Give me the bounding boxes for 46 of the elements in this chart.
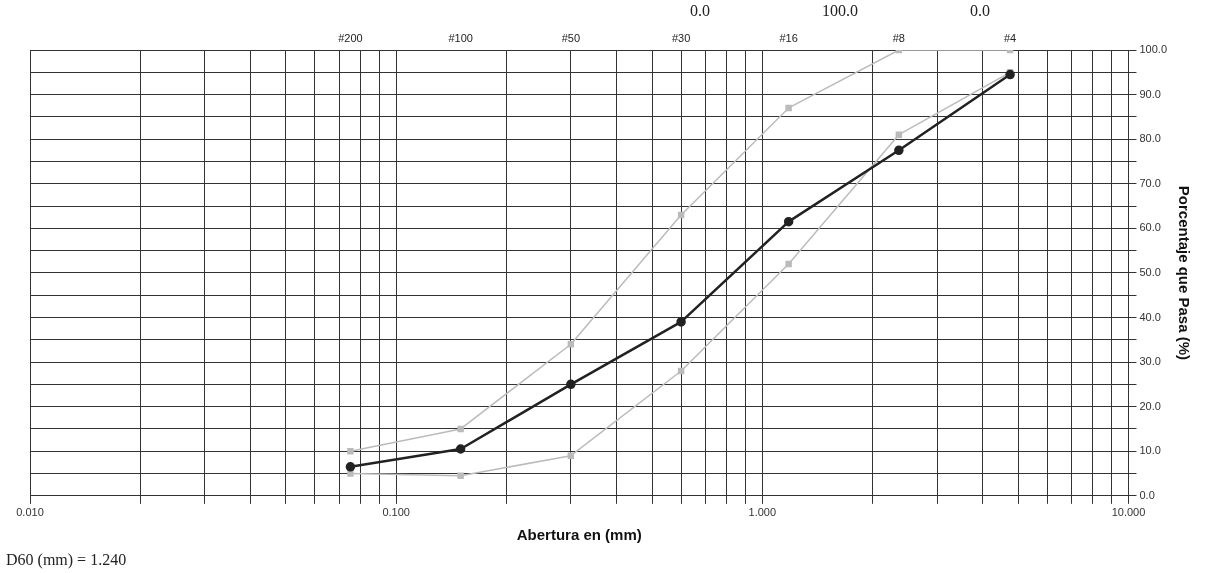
text: #200 bbox=[338, 31, 363, 44]
x-axis-title: Abertura en (mm) bbox=[516, 526, 642, 544]
point bbox=[347, 448, 354, 455]
text: #4 bbox=[1003, 31, 1017, 44]
point bbox=[895, 131, 903, 138]
text: #8 bbox=[892, 31, 905, 44]
y-tick-label: 90.0 bbox=[1139, 87, 1161, 100]
point bbox=[566, 379, 576, 390]
point bbox=[567, 452, 575, 459]
point bbox=[457, 425, 464, 433]
y-tick-label: 40.0 bbox=[1139, 310, 1161, 323]
text: #100 bbox=[448, 31, 473, 44]
y-tick-label: 30.0 bbox=[1139, 355, 1161, 368]
point bbox=[894, 145, 904, 156]
y-tick-label: 80.0 bbox=[1139, 132, 1161, 145]
point bbox=[345, 462, 356, 472]
y-axis-title: Porcentaje que Pasa (%) bbox=[1175, 185, 1193, 361]
y-tick-label: 20.0 bbox=[1139, 399, 1161, 412]
text: D60 (mm) = 1.240 bbox=[6, 551, 127, 570]
point bbox=[785, 260, 792, 268]
y-tick-label: 60.0 bbox=[1139, 221, 1161, 234]
text: #16 bbox=[779, 31, 798, 44]
text: 0.0 bbox=[970, 2, 990, 20]
text: 100.0 bbox=[822, 2, 858, 20]
x-tick-label: 0.010 bbox=[16, 506, 44, 519]
y-tick-label: 10.0 bbox=[1139, 444, 1161, 457]
y-tick-label: 100.0 bbox=[1139, 43, 1167, 56]
y-tick-label: 70.0 bbox=[1139, 176, 1161, 189]
point bbox=[676, 317, 686, 327]
point bbox=[783, 216, 794, 227]
point bbox=[1005, 69, 1015, 80]
text: #30 bbox=[671, 31, 691, 44]
text: #50 bbox=[561, 31, 581, 44]
point bbox=[455, 444, 466, 454]
point bbox=[677, 211, 685, 219]
y-tick-label: 0.0 bbox=[1139, 488, 1155, 501]
point bbox=[785, 104, 792, 112]
point bbox=[457, 472, 464, 479]
point bbox=[677, 367, 685, 375]
x-tick-label: 1.000 bbox=[748, 506, 777, 519]
y-tick-label: 50.0 bbox=[1139, 265, 1161, 278]
x-tick-label: 0.100 bbox=[382, 506, 410, 519]
x-tick-label: 10.000 bbox=[1111, 506, 1146, 519]
point bbox=[567, 341, 575, 348]
point bbox=[347, 470, 354, 477]
text: 0.0 bbox=[690, 2, 710, 20]
